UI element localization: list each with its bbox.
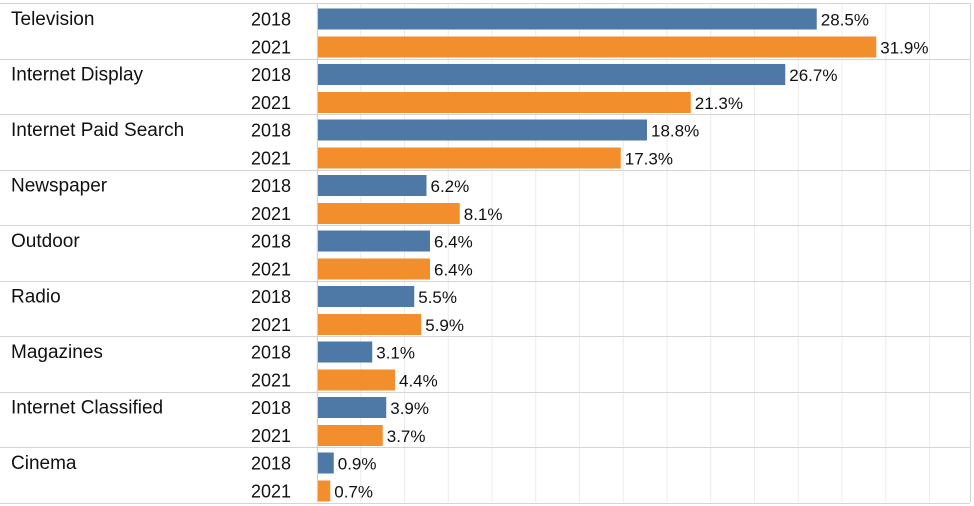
year-label: 2021	[251, 260, 291, 280]
data-label: 28.5%	[821, 11, 869, 30]
bar	[318, 92, 691, 113]
bar	[318, 286, 415, 307]
data-label: 5.9%	[425, 316, 464, 335]
bar	[318, 64, 786, 85]
year-label: 2018	[251, 232, 291, 252]
year-label: 2018	[251, 343, 291, 363]
year-label: 2021	[251, 93, 291, 113]
year-label: 2018	[251, 398, 291, 418]
data-label: 31.9%	[880, 39, 928, 58]
bar	[318, 147, 621, 169]
year-label: 2018	[251, 454, 291, 474]
year-label: 2021	[251, 426, 291, 446]
category-label: Newspaper	[11, 176, 108, 197]
category-label: Internet Display	[11, 65, 144, 86]
category-label: Radio	[11, 287, 61, 308]
bar	[318, 452, 334, 474]
data-label: 4.4%	[399, 372, 438, 391]
data-label: 0.9%	[338, 455, 377, 474]
category-label: Internet Classified	[11, 398, 163, 419]
year-label: 2021	[251, 371, 291, 391]
data-label: 6.4%	[434, 233, 473, 252]
bar	[318, 341, 373, 363]
bar	[318, 8, 817, 30]
year-label: 2021	[251, 149, 291, 169]
category-label: Cinema	[11, 453, 77, 474]
data-label: 5.5%	[418, 288, 457, 307]
data-label: 17.3%	[625, 150, 673, 169]
bar	[318, 258, 430, 280]
bar	[318, 314, 422, 335]
year-label: 2021	[251, 315, 291, 335]
data-label: 8.1%	[464, 205, 503, 224]
bar	[318, 119, 647, 141]
data-label: 0.7%	[334, 483, 373, 502]
category-label: Outdoor	[11, 231, 80, 252]
year-label: 2021	[251, 38, 291, 58]
bar	[318, 397, 387, 418]
category-label: Magazines	[11, 342, 103, 363]
data-label: 6.4%	[434, 261, 473, 280]
bar	[318, 480, 331, 502]
year-label: 2021	[251, 204, 291, 224]
year-label: 2018	[251, 121, 291, 141]
year-label: 2018	[251, 65, 291, 85]
category-label: Television	[11, 9, 94, 30]
year-label: 2018	[251, 287, 291, 307]
year-label: 2018	[251, 176, 291, 196]
data-label: 26.7%	[789, 66, 837, 85]
data-label: 3.1%	[376, 344, 415, 363]
bar	[318, 36, 877, 58]
bar	[318, 369, 395, 391]
year-label: 2021	[251, 482, 291, 502]
data-label: 3.7%	[387, 427, 426, 446]
data-label: 6.2%	[431, 177, 470, 196]
data-label: 21.3%	[695, 94, 743, 113]
bar	[318, 203, 460, 224]
bar	[318, 230, 430, 252]
data-label: 3.9%	[390, 399, 429, 418]
bar	[318, 425, 383, 446]
year-label: 2018	[251, 10, 291, 30]
bar	[318, 175, 427, 196]
data-label: 18.8%	[651, 122, 699, 141]
category-label: Internet Paid Search	[11, 120, 184, 141]
